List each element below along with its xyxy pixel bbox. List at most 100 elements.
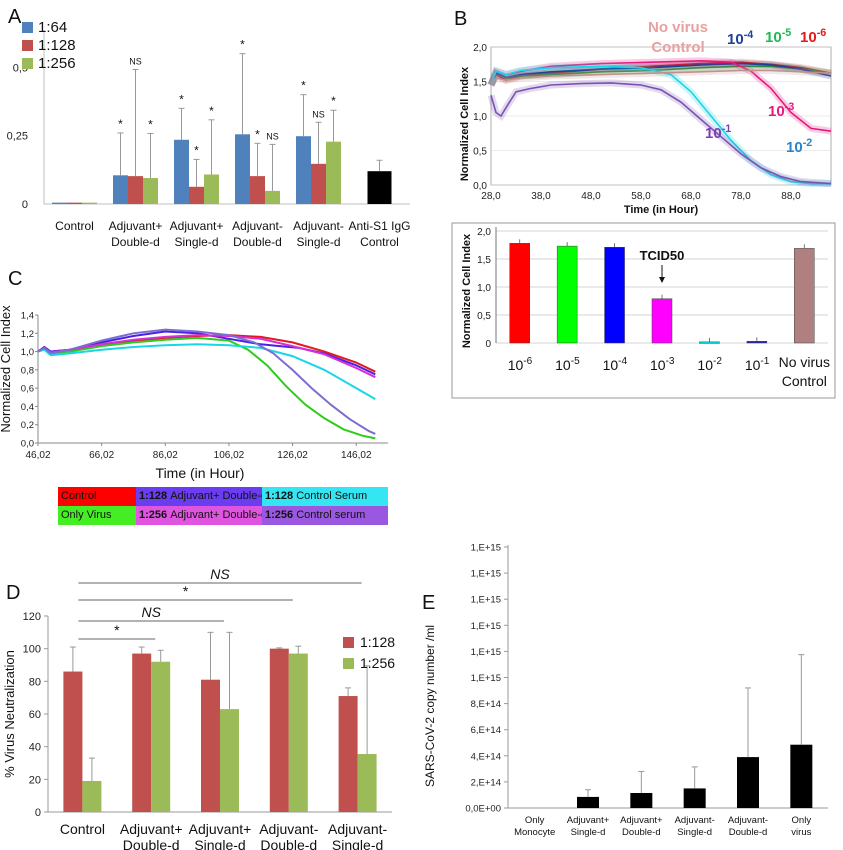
e-ytick-label: 8,E+14 <box>471 699 501 710</box>
d-bar <box>269 648 289 812</box>
b-label-no-virus: No virus <box>648 19 708 36</box>
e-category-label: Adjuvant+ <box>620 815 663 826</box>
a-significance-label: NS <box>129 57 142 67</box>
a-category-label: Adjuvant+ <box>170 219 224 233</box>
a-bar <box>67 202 82 204</box>
d-bar <box>357 754 377 812</box>
c-xtick-label: 86,02 <box>153 450 178 461</box>
d-ytick-label: 20 <box>29 774 41 786</box>
a-category-label: Adjuvant+ <box>109 219 163 233</box>
a-bar <box>296 136 311 204</box>
d-bar <box>82 780 102 812</box>
b-bar-ytick-label: 0 <box>485 339 491 350</box>
d-ytick-label: 0 <box>35 807 41 819</box>
e-category-label: Double-d <box>622 827 661 838</box>
d-ytick-label: 80 <box>29 676 41 688</box>
d-legend-swatch <box>343 637 354 648</box>
b-bar-category-label: 10-4 <box>603 356 628 373</box>
b-dilution-label: 10-2 <box>786 137 812 156</box>
d-bar <box>63 671 83 812</box>
d-bar <box>151 661 171 812</box>
e-ytick-label: 1,E+15 <box>471 595 501 606</box>
a-category-label: Single-d <box>174 235 218 249</box>
b-ytick-label: 1,5 <box>473 78 487 89</box>
c-ytick-label: 0,6 <box>21 384 34 395</box>
a-bar <box>265 190 280 204</box>
c-legend-cell: Only Virus <box>58 506 136 525</box>
a-category-label: Control <box>55 219 94 233</box>
c-ytick-label: 0,8 <box>21 365 34 376</box>
e-ytick-label: 1,E+15 <box>471 647 501 658</box>
c-xlabel: Time (in Hour) <box>156 465 245 481</box>
a-control-bar <box>367 171 392 204</box>
e-category-label: Adjuvant+ <box>567 815 610 826</box>
b-ytick-label: 0,0 <box>473 181 487 192</box>
d-significance-label: * <box>183 583 189 599</box>
e-ytick-label: 1,E+15 <box>471 621 501 632</box>
b-dilution-label: 10-4 <box>727 29 753 48</box>
c-xtick-label: 106,02 <box>214 450 245 461</box>
e-category-label: Monocyte <box>514 827 555 838</box>
d-bar <box>201 679 220 812</box>
c-ytick-label: 0,0 <box>21 439 34 450</box>
e-category-label: Only <box>525 815 545 826</box>
e-ytick-label: 0,0E+00 <box>465 804 501 815</box>
a-bar <box>174 139 189 204</box>
a-category-label: Control <box>360 235 399 249</box>
b-bar-ytick-label: 1,0 <box>477 283 491 294</box>
d-legend-label: 1:128 <box>360 634 395 650</box>
a-ytick-label: 0 <box>22 199 28 211</box>
e-bar <box>630 792 653 808</box>
e-bar <box>683 788 706 808</box>
d-ytick-label: 40 <box>29 742 41 754</box>
e-bar <box>577 796 599 808</box>
b-series-line <box>490 62 832 86</box>
b-xtick-label: 58,0 <box>631 191 651 202</box>
d-category-label: Double-d <box>123 837 180 850</box>
d-significance-label: NS <box>141 604 161 620</box>
d-category-label: Adjuvant+ <box>189 821 252 837</box>
c-legend-cell: 1:128 Control Serum <box>262 487 388 506</box>
a-category-label: Double-d <box>233 235 282 249</box>
c-ytick-label: 0,4 <box>21 402 34 413</box>
a-legend-swatch <box>22 40 33 51</box>
d-category-label: Control <box>60 821 105 837</box>
a-bar <box>326 141 341 204</box>
panel-letter-e: E <box>422 592 436 614</box>
d-legend-label: 1:256 <box>360 655 395 671</box>
e-ytick-label: 1,E+15 <box>471 543 501 554</box>
c-xtick-label: 66,02 <box>89 450 114 461</box>
a-significance-label: * <box>240 38 245 52</box>
panel-letter-d: D <box>6 582 21 604</box>
e-bar <box>737 757 759 808</box>
c-ytick-label: 0,2 <box>21 420 34 431</box>
b-dilution-label: 10-1 <box>705 123 731 142</box>
c-ytick-label: 1,0 <box>21 347 34 358</box>
d-bar <box>338 696 358 812</box>
c-legend-cell: 1:128 Adjuvant+ Double-d <box>136 487 262 506</box>
d-category-label: Adjuvant- <box>328 821 387 837</box>
b-xtick-label: 78,0 <box>731 191 751 202</box>
a-bar <box>113 175 128 204</box>
e-ytick-label: 6,E+14 <box>471 725 501 736</box>
c-xtick-label: 146,02 <box>341 450 372 461</box>
d-ytick-label: 60 <box>29 709 41 721</box>
a-significance-label: * <box>301 79 306 93</box>
c-series-line <box>37 336 376 440</box>
e-ylabel: SARS-CoV-2 copy number /ml <box>423 625 437 787</box>
e-category-label: virus <box>791 827 811 838</box>
b-tcid50-annotation: TCID50 <box>640 248 685 263</box>
c-legend-label: Only Virus <box>61 509 112 521</box>
e-ytick-label: 2,E+14 <box>471 777 501 788</box>
c-legend-dilution: 1:128 <box>265 490 297 502</box>
a-significance-label: * <box>209 104 214 118</box>
a-bar <box>311 163 326 204</box>
b-series-line <box>490 65 831 185</box>
a-bar <box>250 176 265 204</box>
c-legend-cell: 1:256 Adjuvant+ Double-d <box>136 506 262 525</box>
a-legend-label: 1:64 <box>38 19 67 36</box>
